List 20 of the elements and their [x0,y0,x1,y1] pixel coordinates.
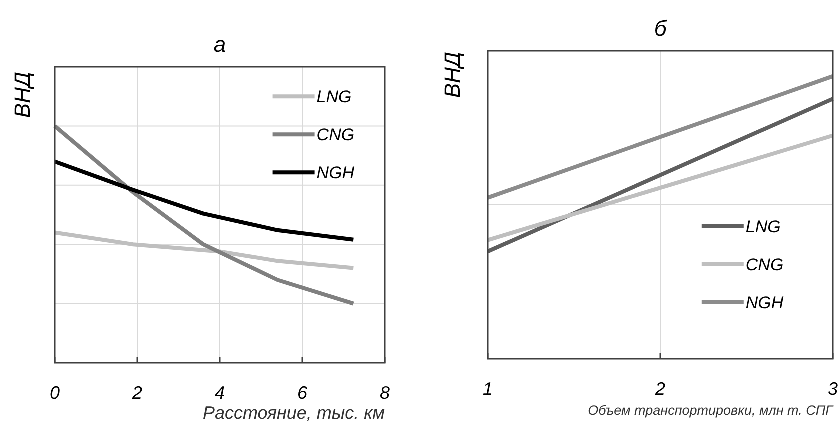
legend-label: CNG [746,256,784,275]
x-tick-label: 3 [828,379,838,399]
x-axis-title: Расстояние, тыс. км [202,403,385,423]
x-tick-label: 4 [214,383,226,403]
x-tick-label: 1 [482,379,494,399]
x-tick-label: 6 [297,383,308,403]
legend-label: CNG [316,126,355,145]
chart-title: б [654,16,668,41]
chart-title: а [214,32,226,57]
legend-label: LNG [316,88,352,107]
y-axis-title: ВНД [10,72,35,118]
legend-label: NGH [746,294,784,313]
x-tick-label: 2 [131,383,143,403]
y-axis-title: ВНД [440,52,465,98]
x-tick-label: 8 [380,383,390,403]
x-tick-label: 2 [654,379,666,399]
legend-label: NGH [316,164,356,183]
x-axis-title: Объем транспортировки, млн т. СПГ [588,403,835,418]
x-tick-label: 0 [50,383,60,403]
legend-label: LNG [746,218,781,237]
